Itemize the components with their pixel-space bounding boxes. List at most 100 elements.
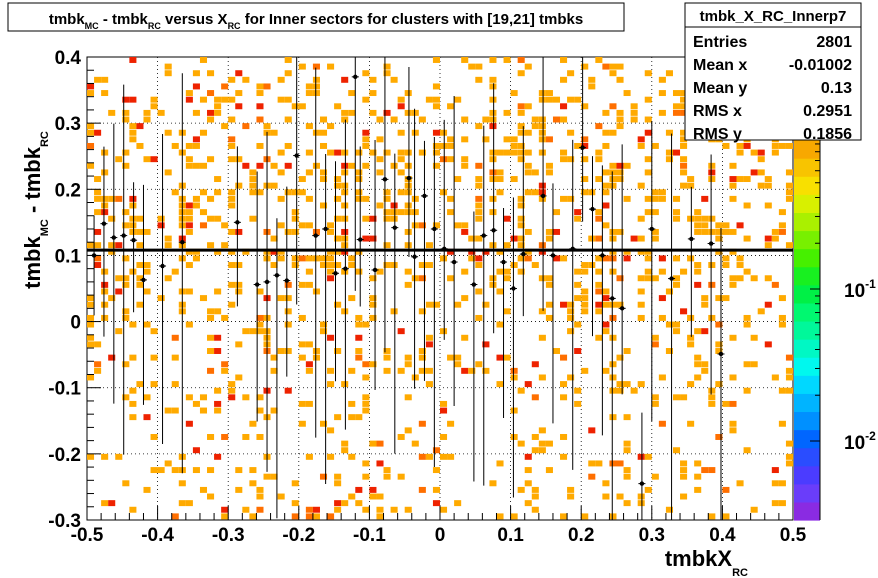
x-tick-label: 0.5 — [780, 525, 807, 546]
heatmap-cell — [489, 275, 497, 282]
heatmap-cell — [334, 182, 342, 189]
heatmap-cell — [348, 90, 356, 97]
heatmap-cell — [425, 301, 433, 308]
heatmap-cell — [94, 255, 102, 262]
heatmap-cell — [171, 467, 179, 474]
profile-point — [638, 412, 646, 520]
heatmap-cell — [362, 400, 370, 407]
heatmap-cell — [750, 275, 758, 282]
heatmap-cell — [122, 361, 130, 368]
heatmap-cell — [785, 367, 793, 374]
heatmap-cell — [517, 195, 525, 202]
heatmap-cell — [221, 96, 229, 103]
heatmap-cell — [729, 195, 737, 202]
heatmap-cell — [305, 341, 313, 348]
heatmap-cell — [489, 176, 497, 183]
heatmap-cell — [489, 242, 497, 249]
heatmap-cell — [538, 195, 546, 202]
heatmap-cell — [376, 506, 384, 513]
heatmap-cell — [672, 103, 681, 110]
heatmap-cell — [362, 473, 370, 480]
heatmap-cell — [334, 248, 342, 255]
heatmap-cell — [348, 162, 356, 169]
heatmap-cell — [376, 156, 384, 163]
heatmap-cell — [164, 275, 172, 282]
heatmap-cell — [475, 182, 483, 189]
heatmap-cell — [630, 109, 638, 116]
heatmap-cell — [228, 381, 236, 388]
heatmap-cell — [595, 308, 603, 315]
heatmap-cell — [538, 189, 546, 196]
colorbar-label: 10-1 — [844, 277, 876, 302]
heatmap-cell — [560, 76, 568, 83]
heatmap-cell — [355, 169, 363, 176]
heatmap-cell — [94, 341, 102, 348]
heatmap-cell — [722, 228, 730, 235]
heatmap-cell — [383, 242, 391, 249]
heatmap-cell — [94, 129, 102, 136]
heatmap-cell — [362, 361, 370, 368]
heatmap-cell — [743, 268, 751, 275]
heatmap-cell — [658, 374, 666, 381]
heatmap-cell — [715, 248, 723, 255]
heatmap-cell — [708, 169, 716, 176]
heatmap-cell — [101, 314, 109, 321]
heatmap-cell — [101, 281, 109, 288]
y-tick-label: -0.3 — [48, 511, 81, 532]
x-tick-label: 0.4 — [709, 525, 736, 546]
x-tick-label: 0.1 — [497, 525, 524, 546]
heatmap-cell — [701, 222, 709, 229]
heatmap-cell — [672, 275, 681, 282]
heatmap-cell — [341, 447, 349, 454]
heatmap-cell — [291, 513, 299, 520]
heatmap-cell — [327, 453, 335, 460]
heatmap-cell — [228, 142, 236, 149]
stats-row-value: 0.13 — [821, 80, 852, 97]
heatmap-cell — [637, 288, 645, 295]
heatmap-cell — [694, 209, 702, 216]
heatmap-cell — [284, 321, 292, 328]
heatmap-cell — [729, 248, 737, 255]
heatmap-cell — [440, 156, 448, 163]
heatmap-cell — [616, 460, 624, 467]
x-axis-label-main: tmbkX — [665, 546, 733, 571]
heatmap-cell — [694, 262, 702, 268]
heatmap-cell — [440, 453, 448, 460]
heatmap-cell — [545, 162, 553, 169]
heatmap-cell — [312, 506, 320, 513]
heatmap-cell — [616, 354, 624, 361]
heatmap-cell — [348, 109, 356, 116]
heatmap-cell — [376, 493, 384, 500]
heatmap-cell — [432, 301, 440, 308]
heatmap-cell — [249, 513, 257, 520]
heatmap-cell — [143, 486, 151, 493]
heatmap-cell — [256, 162, 264, 169]
heatmap-cell — [291, 103, 299, 110]
heatmap-cell — [560, 434, 568, 440]
heatmap-cell — [312, 354, 320, 361]
heatmap-cell — [334, 348, 342, 354]
colorbar-segment — [794, 393, 820, 413]
heatmap-cell — [665, 70, 673, 77]
heatmap-cell — [687, 314, 695, 321]
heatmap-cell — [298, 314, 306, 321]
heatmap-cell — [687, 255, 695, 262]
heatmap-cell — [595, 255, 603, 262]
stats-row-value: -0.01002 — [789, 57, 852, 74]
heatmap-cell — [397, 129, 405, 136]
heatmap-cell — [143, 116, 151, 123]
heatmap-cell — [545, 314, 553, 321]
heatmap-cell — [199, 222, 208, 229]
heatmap-cell — [305, 361, 313, 368]
heatmap-cell — [298, 63, 306, 70]
heatmap-cell — [171, 407, 179, 414]
heatmap-cell — [595, 156, 603, 163]
heatmap-cell — [651, 235, 659, 242]
heatmap-cell — [334, 500, 342, 507]
x-tick-label: -0.4 — [141, 525, 174, 546]
heatmap-cell — [256, 103, 264, 110]
heatmap-cell — [552, 209, 561, 216]
heatmap-cell — [362, 374, 370, 381]
heatmap-cell — [616, 169, 624, 176]
heatmap-cell — [221, 361, 229, 368]
